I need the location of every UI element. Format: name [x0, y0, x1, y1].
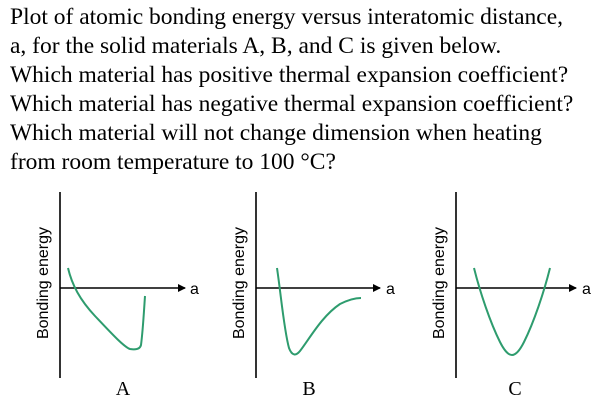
panel-b-x-label: a — [386, 281, 395, 298]
question-line-2: a, for the solid materials A, B, and C i… — [10, 33, 502, 59]
question-line-1: Plot of atomic bonding energy versus int… — [10, 4, 563, 30]
panel-c-label: C — [508, 378, 521, 400]
panel-c-y-label: Bonding energy — [431, 227, 448, 339]
panel-a: Bonding energy a A — [35, 192, 199, 400]
question-line-6: from room temperature to 100 °C? — [10, 149, 336, 175]
panel-a-energy-curve — [67, 267, 146, 351]
panel-b-y-label: Bonding energy — [231, 227, 248, 339]
panel-c-x-label: a — [582, 281, 591, 298]
question-text: Plot of atomic bonding energy versus int… — [10, 3, 610, 177]
question-line-3: Which material has positive thermal expa… — [10, 62, 569, 88]
panel-b: Bonding energy a B — [231, 192, 395, 400]
question-line-5: Which material will not change dimension… — [10, 120, 542, 146]
panel-c-energy-curve — [473, 267, 551, 357]
panel-b-energy-curve — [276, 267, 362, 356]
panel-a-x-label: a — [190, 281, 199, 298]
panel-a-y-label: Bonding energy — [35, 227, 52, 339]
panel-b-label: B — [302, 378, 315, 400]
panel-a-label: A — [116, 378, 131, 400]
question-line-4: Which material has negative thermal expa… — [10, 91, 574, 117]
panel-c: Bonding energy a C — [431, 192, 591, 400]
